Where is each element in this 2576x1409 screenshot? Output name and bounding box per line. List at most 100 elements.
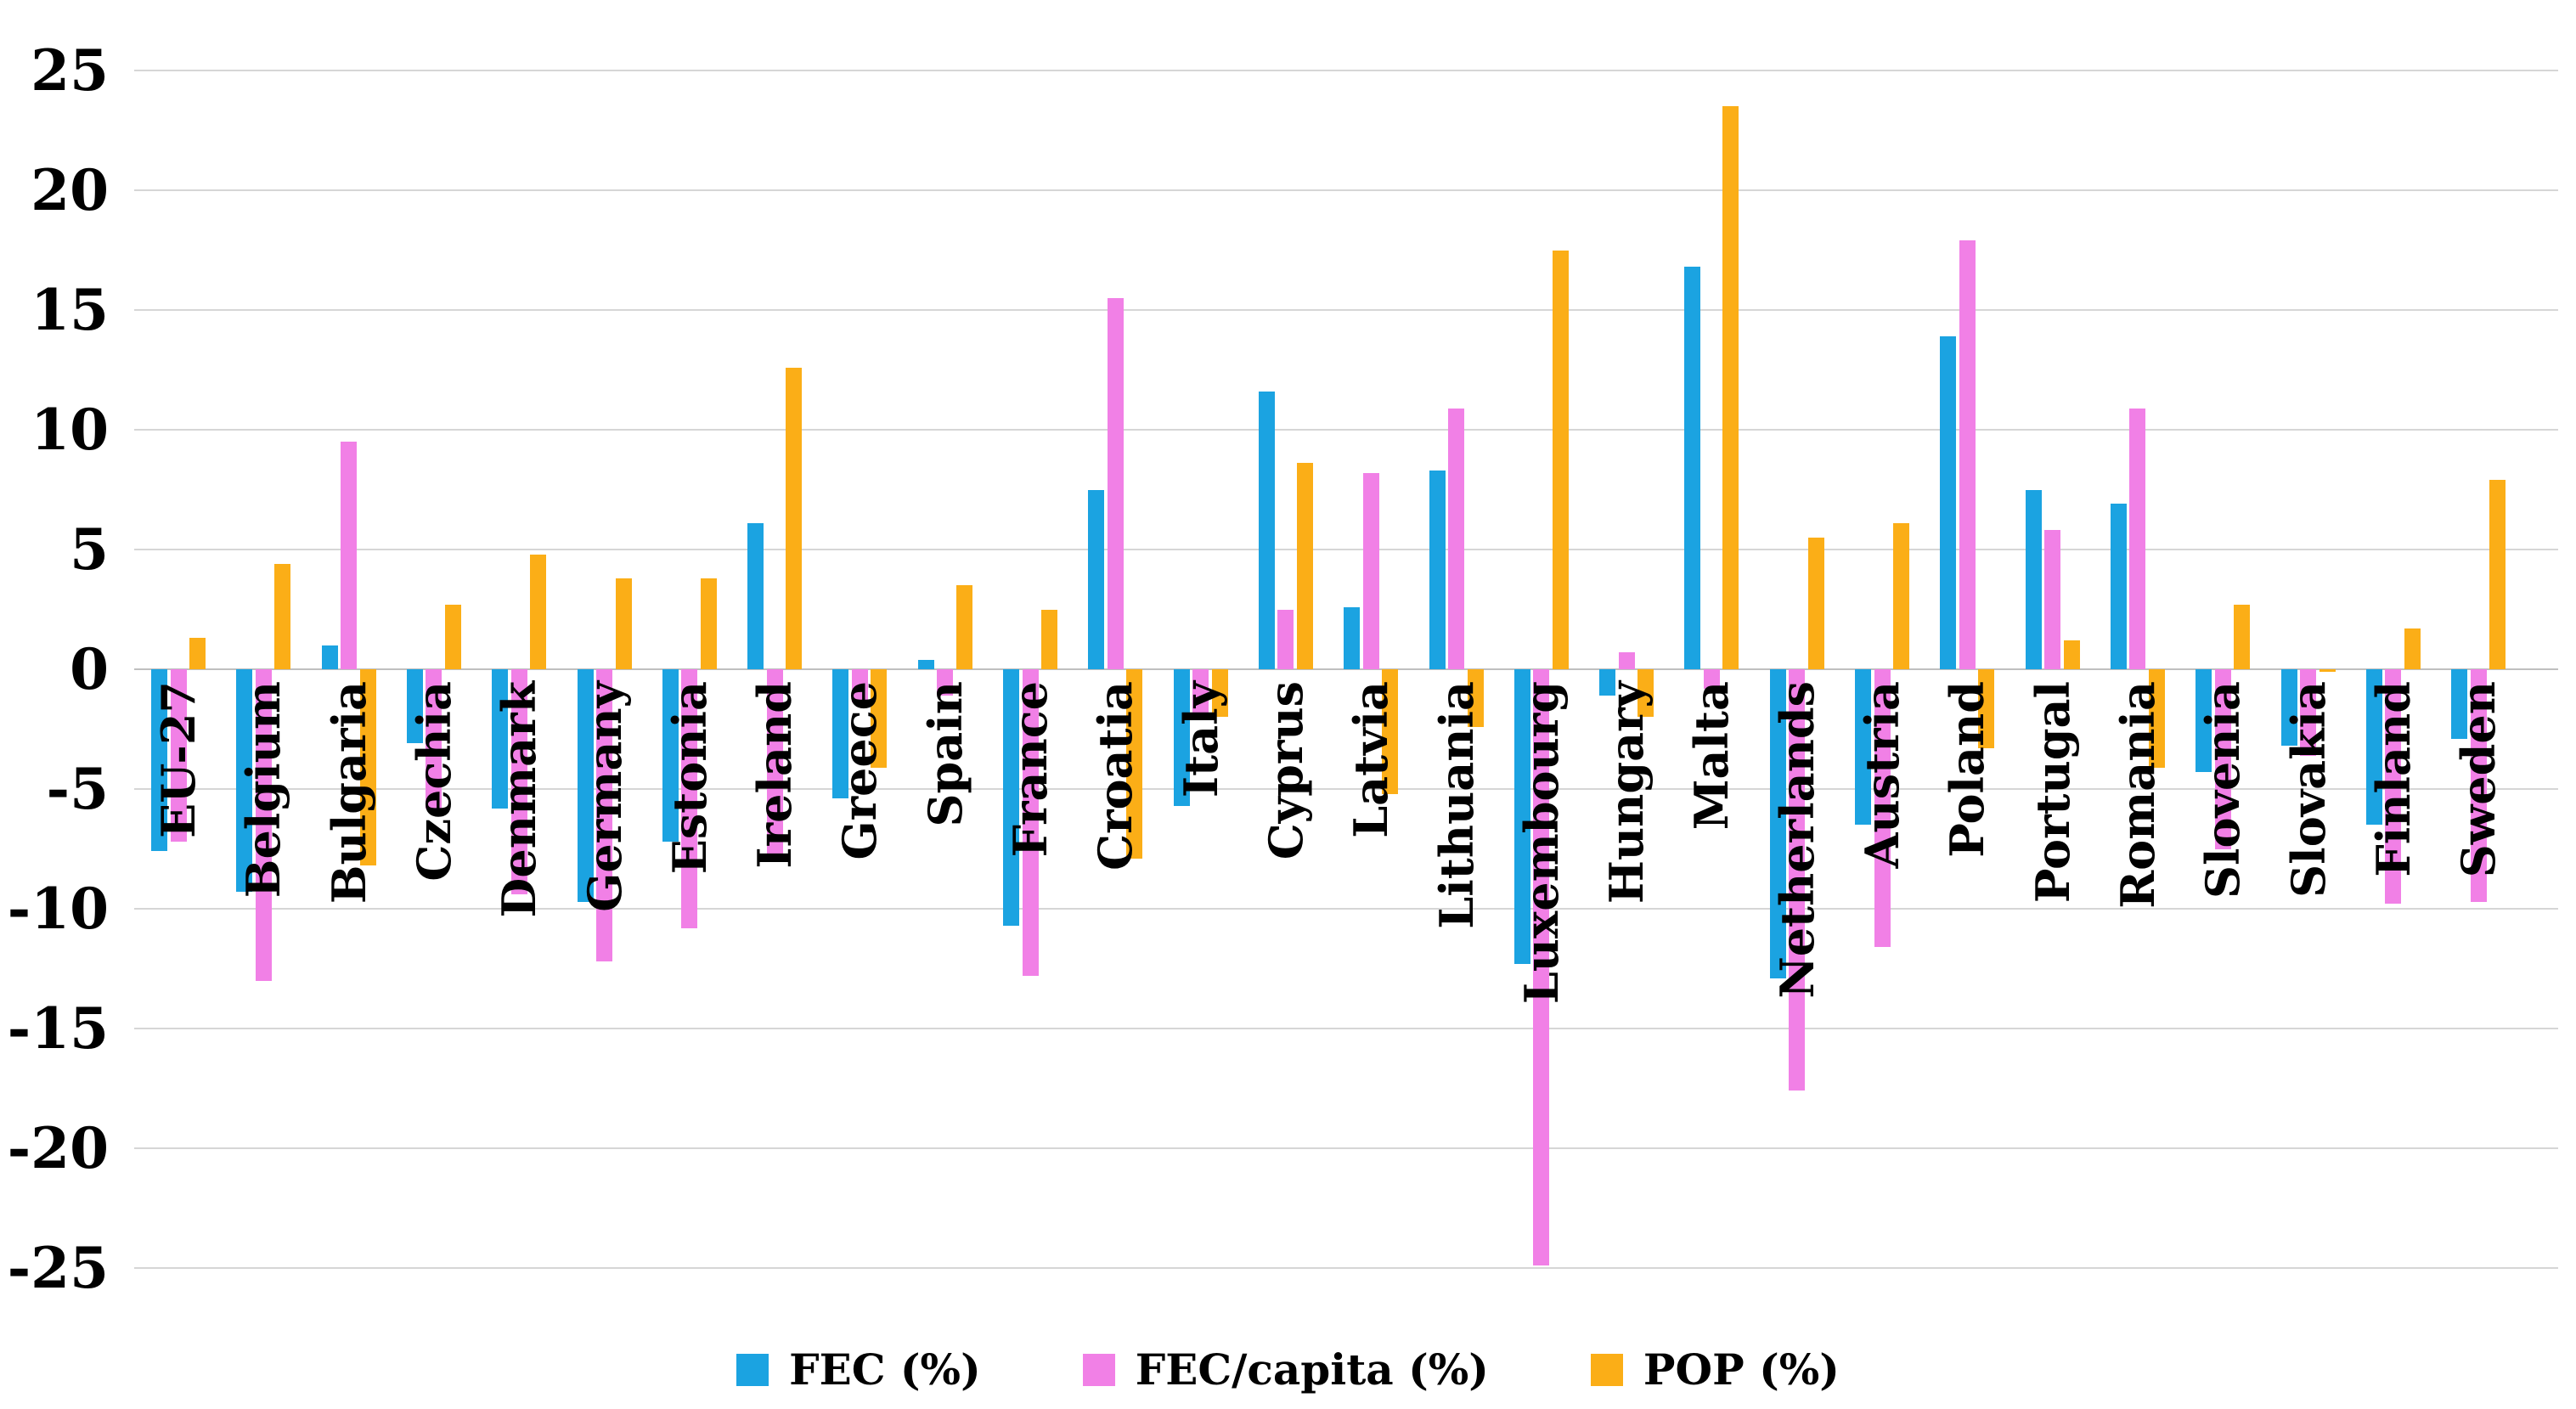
- bar-pop-czechia: [444, 604, 461, 669]
- gridline-0: [134, 668, 2558, 670]
- legend-label-pop: POP (%): [1643, 1344, 1840, 1395]
- category-label-text: Malta: [1684, 681, 1739, 831]
- bar-feccapita-cyprus: [1277, 609, 1294, 669]
- y-axis-tick-15: 15: [31, 277, 109, 343]
- bar-feccapita-denmark: [510, 669, 527, 895]
- category-label-text: Germany: [577, 681, 632, 912]
- bar-feccapita-belgium: [255, 669, 272, 981]
- bar-feccapita-portugal: [2044, 530, 2061, 669]
- bar-feccapita-poland: [1959, 240, 1976, 669]
- bar-feccapita-luxembourg: [1533, 669, 1550, 1266]
- bar-feccapita-romania: [2129, 408, 2146, 669]
- gridline--25: [134, 1267, 2558, 1269]
- bar-feccapita-austria: [1874, 669, 1891, 948]
- gridline-20: [134, 189, 2558, 191]
- category-label-text: Italy: [1173, 681, 1228, 798]
- bar-feccapita-germany: [596, 669, 612, 962]
- category-label-text: Hungary: [1599, 681, 1654, 905]
- fec-capita-swatch-icon: [1082, 1354, 1115, 1386]
- bar-pop-finland: [2404, 628, 2421, 669]
- bar-fec-luxembourg: [1513, 669, 1530, 964]
- category-label-text: Lithuania: [1429, 681, 1484, 929]
- category-label-text: Sweden: [2451, 681, 2506, 878]
- y-axis-tick--15: -15: [7, 995, 109, 1062]
- bar-fec-portugal: [2025, 489, 2042, 669]
- category-label-text: Latvia: [1344, 681, 1399, 838]
- bar-feccapita-slovenia: [2214, 669, 2231, 849]
- category-label-text: Estonia: [662, 681, 717, 875]
- bar-pop-cyprus: [1296, 463, 1313, 669]
- category-label-text: Greece: [832, 681, 888, 860]
- bar-pop-portugal: [2063, 640, 2080, 669]
- category-label-text: EU-27: [151, 681, 206, 838]
- category-label-text: Cyprus: [1258, 681, 1313, 860]
- bar-fec-slovakia: [2280, 669, 2297, 747]
- bar-pop-greece: [871, 669, 888, 768]
- y-axis-tick-0: 0: [70, 636, 109, 702]
- bar-fec-netherlands: [1769, 669, 1786, 978]
- bar-feccapita-spain: [937, 669, 954, 696]
- bar-fec-finland: [2365, 669, 2382, 826]
- bar-pop-denmark: [530, 554, 547, 669]
- category-label-text: Romania: [2110, 681, 2165, 909]
- bar-feccapita-netherlands: [1789, 669, 1806, 1091]
- bar-feccapita-bulgaria: [341, 442, 358, 669]
- bar-pop-netherlands: [1807, 537, 1824, 669]
- y-axis-tick--25: -25: [7, 1235, 109, 1301]
- bar-feccapita-slovakia: [2300, 669, 2316, 756]
- bar-fec-spain: [917, 659, 934, 669]
- category-label-text: Denmark: [492, 681, 547, 918]
- gridline-5: [134, 549, 2558, 550]
- category-label-text: Belgium: [236, 681, 291, 899]
- legend: FEC (%) FEC/capita (%) POP (%): [0, 1340, 2576, 1400]
- category-label-sweden: Sweden: [2451, 681, 2576, 877]
- bar-feccapita-czechia: [426, 669, 442, 809]
- y-axis-tick--20: -20: [7, 1115, 109, 1181]
- category-label-text: Bulgaria: [321, 681, 376, 905]
- gridline--10: [134, 908, 2558, 910]
- bar-pop-estonia: [700, 578, 717, 669]
- bar-pop-lithuania: [1467, 669, 1484, 727]
- y-axis-tick-20: 20: [31, 157, 109, 223]
- bar-feccapita-france: [1022, 669, 1039, 976]
- bar-fec-greece: [832, 669, 849, 799]
- bar-pop-eu27: [189, 638, 206, 669]
- bar-feccapita-hungary: [1618, 652, 1635, 669]
- category-label-text: Poland: [1940, 681, 1995, 858]
- category-label-text: Ireland: [747, 681, 803, 869]
- legend-label-fec-capita: FEC/capita (%): [1135, 1344, 1489, 1395]
- bar-feccapita-greece: [851, 669, 868, 703]
- bar-pop-italy: [1211, 669, 1228, 718]
- category-label-text: France: [1003, 681, 1057, 858]
- gridline--5: [134, 788, 2558, 790]
- pop-swatch-icon: [1590, 1354, 1623, 1386]
- legend-item-pop: POP (%): [1590, 1344, 1840, 1395]
- bar-feccapita-latvia: [1362, 472, 1379, 669]
- bar-fec-poland: [1940, 336, 1957, 669]
- bar-pop-belgium: [274, 563, 291, 669]
- bar-pop-bulgaria: [359, 669, 376, 866]
- bar-fec-germany: [577, 669, 594, 902]
- category-label-text: Spain: [917, 681, 972, 827]
- bar-feccapita-croatia: [1107, 297, 1124, 669]
- y-axis-tick--10: -10: [7, 876, 109, 942]
- bar-pop-hungary: [1637, 669, 1654, 718]
- gridline-10: [134, 429, 2558, 431]
- y-axis-tick-10: 10: [31, 397, 109, 463]
- bar-fec-croatia: [1088, 489, 1105, 669]
- bar-feccapita-lithuania: [1448, 408, 1464, 669]
- y-axis-tick-25: 25: [31, 37, 109, 104]
- bar-fec-lithuania: [1429, 470, 1446, 669]
- bar-pop-austria: [1893, 522, 1909, 669]
- category-label-text: Finland: [2365, 681, 2421, 877]
- bar-fec-bulgaria: [321, 645, 338, 669]
- bar-pop-luxembourg: [1552, 250, 1569, 669]
- bar-pop-poland: [1978, 669, 1995, 749]
- category-label-text: Slovenia: [2196, 681, 2251, 899]
- bar-fec-malta: [1684, 267, 1701, 669]
- bar-pop-france: [1041, 609, 1057, 669]
- bar-fec-latvia: [1344, 606, 1361, 669]
- bar-pop-romania: [2148, 669, 2165, 768]
- bar-pop-malta: [1722, 106, 1739, 669]
